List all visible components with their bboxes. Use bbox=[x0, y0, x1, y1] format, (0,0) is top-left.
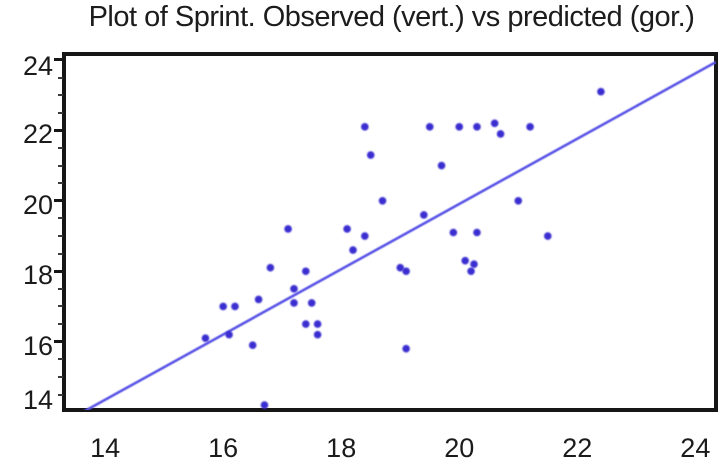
x-axis-tick-label: 16 bbox=[208, 433, 239, 463]
data-point bbox=[231, 302, 239, 311]
y-axis-tick-label: 14 bbox=[22, 385, 53, 415]
data-point bbox=[467, 267, 475, 276]
data-point bbox=[260, 401, 269, 409]
data-point bbox=[343, 225, 351, 233]
data-point bbox=[361, 123, 369, 131]
y-axis-major-tick bbox=[54, 340, 63, 344]
data-point bbox=[378, 197, 387, 205]
y-axis-major-tick bbox=[54, 269, 63, 273]
fit-line bbox=[83, 60, 716, 410]
y-axis-minor-tick bbox=[58, 164, 63, 167]
data-point bbox=[201, 334, 210, 342]
data-point bbox=[461, 256, 469, 265]
plot-frame bbox=[62, 52, 718, 412]
data-point bbox=[455, 123, 464, 131]
y-axis-major-tick bbox=[54, 58, 63, 62]
y-axis-minor-tick bbox=[58, 393, 63, 396]
x-axis-tick-label: 22 bbox=[562, 433, 593, 463]
y-axis-minor-tick bbox=[58, 235, 63, 238]
x-axis-tick-label: 20 bbox=[444, 433, 475, 463]
y-axis-major-tick bbox=[54, 128, 63, 132]
x-axis-tick-label: 24 bbox=[680, 433, 711, 463]
data-point bbox=[496, 130, 505, 138]
y-axis-minor-tick bbox=[58, 182, 63, 185]
data-point bbox=[302, 320, 310, 328]
data-point bbox=[543, 232, 552, 240]
data-point bbox=[248, 341, 257, 349]
y-axis-minor-tick bbox=[58, 305, 63, 308]
y-axis-minor-tick bbox=[58, 76, 63, 79]
data-point bbox=[526, 123, 534, 131]
data-point bbox=[313, 320, 322, 328]
plot-area bbox=[83, 60, 716, 410]
data-point bbox=[290, 299, 298, 307]
data-point bbox=[366, 151, 375, 159]
y-axis-tick-label: 22 bbox=[22, 119, 53, 150]
data-point bbox=[284, 225, 292, 233]
data-point bbox=[473, 123, 481, 131]
y-axis-tick-label: 16 bbox=[22, 330, 53, 361]
x-axis-tick-label: 18 bbox=[326, 433, 357, 463]
y-axis-tick-label: 18 bbox=[22, 260, 53, 291]
data-point bbox=[402, 267, 410, 276]
y-axis-minor-tick bbox=[58, 94, 63, 97]
y-axis-minor-tick bbox=[58, 358, 63, 361]
y-axis-minor-tick bbox=[58, 287, 63, 290]
data-point bbox=[470, 260, 478, 268]
data-point bbox=[490, 119, 499, 128]
data-point bbox=[290, 285, 298, 293]
data-point bbox=[449, 228, 458, 237]
data-point bbox=[349, 246, 357, 254]
data-point bbox=[225, 330, 233, 339]
data-point bbox=[313, 330, 322, 339]
y-axis-minor-tick bbox=[58, 146, 63, 149]
data-point bbox=[437, 161, 446, 170]
data-point bbox=[396, 263, 405, 272]
x-axis-tick-label: 14 bbox=[90, 433, 121, 463]
data-point bbox=[266, 263, 275, 272]
data-point bbox=[425, 123, 434, 131]
data-point bbox=[302, 267, 310, 276]
data-point bbox=[473, 228, 481, 237]
y-axis-minor-tick bbox=[58, 252, 63, 255]
y-axis-tick-label: 20 bbox=[22, 189, 53, 220]
data-point bbox=[514, 197, 523, 205]
data-point bbox=[597, 87, 605, 96]
data-point bbox=[219, 302, 227, 311]
data-point bbox=[254, 295, 263, 304]
chart-title: Plot of Sprint. Observed (vert.) vs pred… bbox=[88, 1, 695, 33]
data-point bbox=[361, 232, 369, 240]
data-point bbox=[420, 211, 428, 219]
data-point bbox=[402, 344, 410, 353]
data-point bbox=[307, 299, 316, 307]
y-axis-minor-tick bbox=[58, 375, 63, 378]
y-axis-minor-tick bbox=[58, 323, 63, 326]
y-axis-major-tick bbox=[54, 199, 63, 203]
y-axis-minor-tick bbox=[58, 111, 63, 114]
y-axis-minor-tick bbox=[58, 217, 63, 220]
y-axis-tick-label: 24 bbox=[22, 51, 53, 81]
